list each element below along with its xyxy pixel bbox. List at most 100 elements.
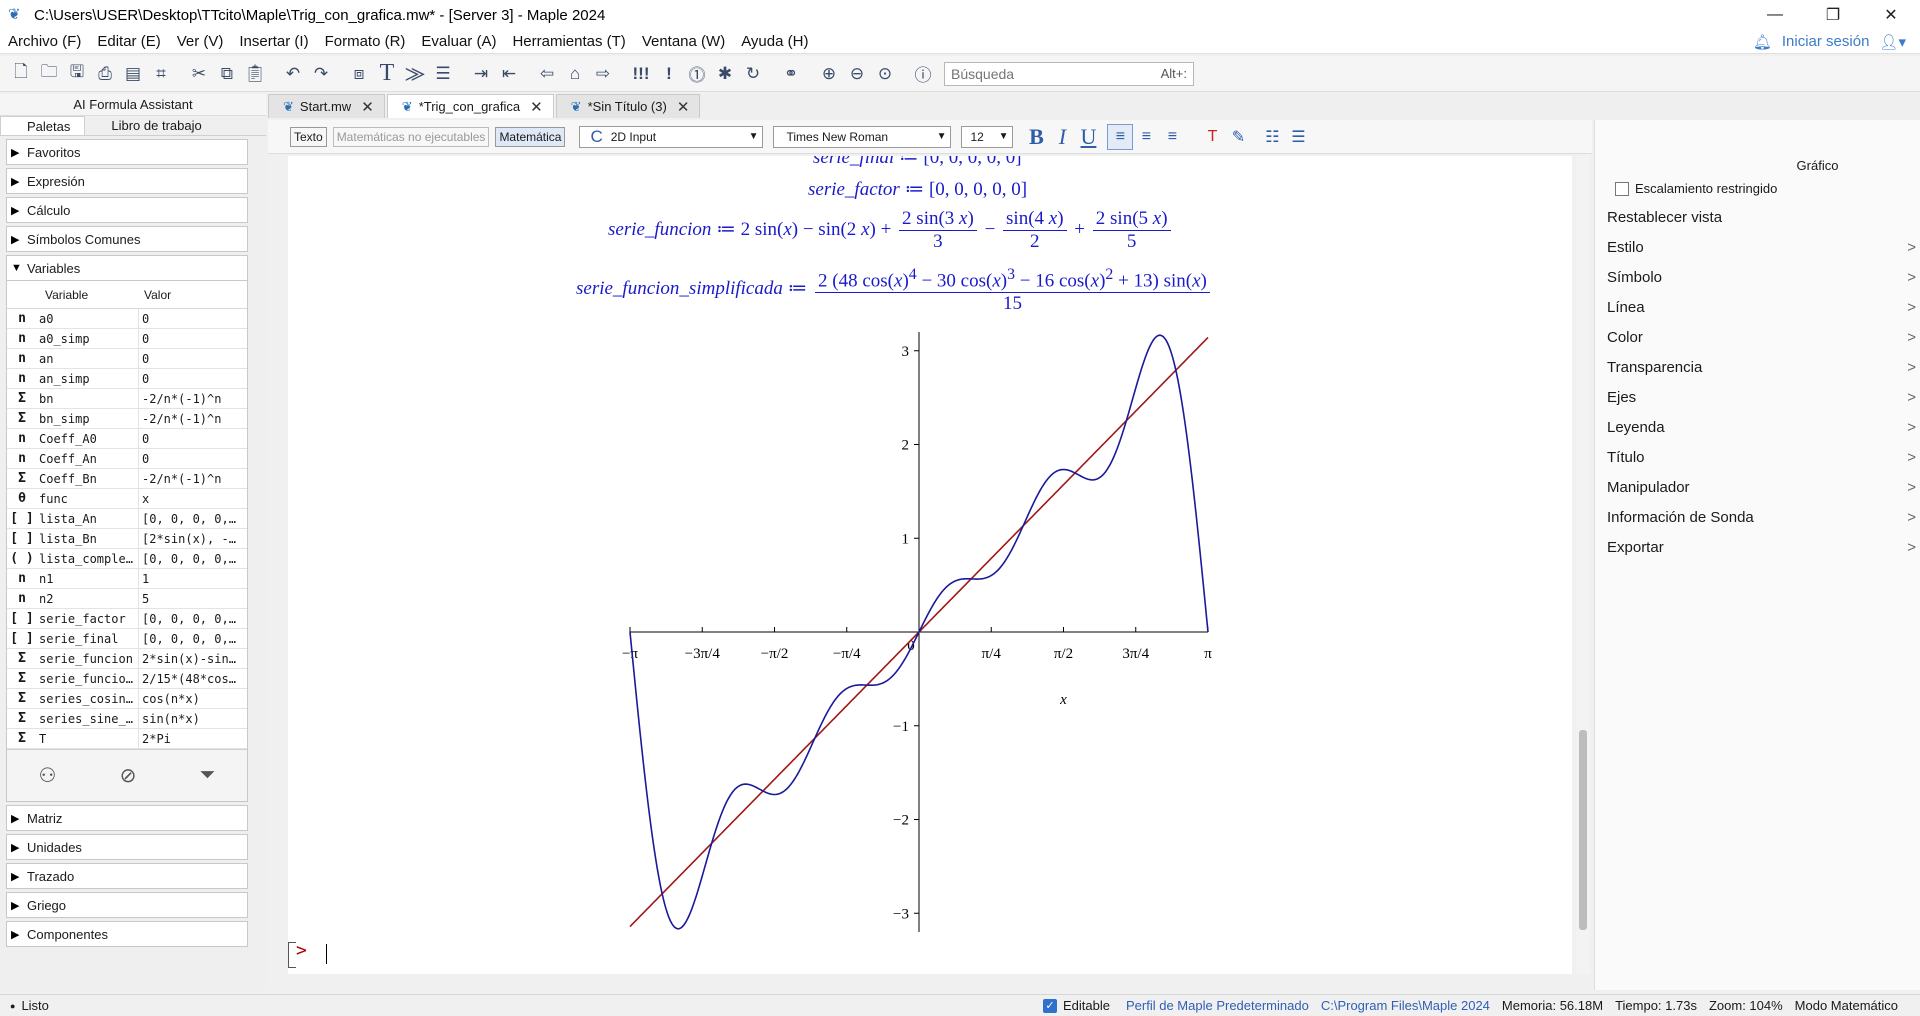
table-row[interactable]: n a0 0	[7, 308, 247, 329]
zoom-fit-icon[interactable]: ⊙	[877, 63, 893, 83]
tab-palettes[interactable]: Paletas	[0, 116, 86, 135]
plot-option-item[interactable]: Color >	[1595, 322, 1920, 352]
table-row[interactable]: ( ) lista_completa[0, 0, 0, 0, 0],...	[7, 548, 247, 569]
search-box[interactable]: Alt+:	[944, 61, 1194, 86]
close-tab-icon[interactable]: ✕	[676, 98, 690, 116]
back-icon[interactable]: ⇦	[539, 63, 555, 83]
table-row[interactable]: n Coeff_An 0	[7, 448, 247, 469]
plot-option-item[interactable]: Título >	[1595, 442, 1920, 472]
redo-icon[interactable]: ↷	[313, 63, 329, 83]
menu-herramientas[interactable]: Herramientas (T)	[512, 33, 626, 50]
menu-editar[interactable]: Editar (E)	[97, 33, 161, 50]
align-center-icon[interactable]: ≡	[1141, 127, 1152, 145]
open-folder-icon[interactable]: 🗀	[40, 62, 58, 81]
palette-header[interactable]: ▶ Griego	[6, 892, 248, 918]
worksheet[interactable]: serie_final ≔ [0, 0, 0, 0, 0] serie_fact…	[288, 156, 1572, 974]
signin-link[interactable]: Iniciar sesión	[1781, 33, 1870, 50]
user-icon[interactable]: 👤︎▾	[1879, 33, 1906, 51]
plot-option-item[interactable]: Leyenda >	[1595, 412, 1920, 442]
ai-formula-assistant[interactable]: AI Formula Assistant	[0, 94, 266, 116]
plot-option-item[interactable]: Símbolo >	[1595, 262, 1920, 292]
menu-ayuda[interactable]: Ayuda (H)	[741, 33, 809, 50]
checkbox-box[interactable]	[1615, 181, 1629, 196]
execute-icon[interactable]: !	[666, 63, 672, 83]
zoom-in-icon[interactable]: ⊕	[821, 63, 837, 83]
font-select[interactable]: Times New Roman ▼	[773, 125, 952, 148]
crop-icon[interactable]: ⌗	[156, 63, 166, 83]
home-icon[interactable]: ⌂	[569, 63, 581, 83]
palette-header[interactable]: ▶ Expresión	[6, 168, 248, 194]
link-icon[interactable]: ⚭	[783, 63, 799, 83]
menu-formato[interactable]: Formato (R)	[324, 33, 406, 50]
table-row[interactable]: [ ] lista_An [0, 0, 0, 0, 0]	[7, 508, 247, 529]
font-size-select[interactable]: 12 ▼	[961, 125, 1014, 148]
plot-option-item[interactable]: Transparencia >	[1595, 352, 1920, 382]
tab-sin-titulo[interactable]: ❦ *Sin Título (3) ✕	[555, 94, 701, 118]
text-mode-button[interactable]: Texto	[290, 126, 327, 147]
menu-archivo[interactable]: Archivo (F)	[8, 33, 82, 50]
math-mode-button[interactable]: Matemática	[495, 126, 566, 147]
close-tab-icon[interactable]: ✕	[530, 98, 543, 116]
menu-evaluar[interactable]: Evaluar (A)	[421, 33, 497, 50]
execution-group-icon[interactable]: ⨠	[405, 63, 425, 83]
profile-link[interactable]: Perfil de Maple Predeterminado	[1126, 998, 1309, 1013]
search-input[interactable]	[951, 65, 1161, 82]
table-row[interactable]: [ ] serie_factor [0, 0, 0, 0, 0]	[7, 608, 247, 629]
plot-option-item[interactable]: Ejes >	[1595, 382, 1920, 412]
worksheet-scrollbar[interactable]	[1576, 156, 1590, 974]
table-row[interactable]: n a0_simp 0	[7, 328, 247, 349]
constrained-scaling-checkbox[interactable]: Escalamiento restringido	[1615, 181, 1920, 196]
palette-header[interactable]: ▶ Cálculo	[6, 197, 248, 223]
col-variable[interactable]: Variable	[45, 287, 89, 302]
minimize-button[interactable]: —	[1767, 6, 1783, 23]
menu-ventana[interactable]: Ventana (W)	[641, 33, 726, 50]
restore-button[interactable]: ❐	[1825, 7, 1841, 24]
plot-option-item[interactable]: Información de Sonda >	[1595, 502, 1920, 532]
close-button[interactable]: ✕	[1884, 7, 1898, 24]
table-row[interactable]: θ func x	[7, 488, 247, 509]
italic-button[interactable]: I	[1058, 123, 1067, 149]
print-preview-icon[interactable]: ▤	[124, 63, 142, 83]
palette-variables[interactable]: ▼ Variables	[6, 255, 248, 281]
outdent-icon[interactable]: ⇤	[501, 63, 517, 83]
command-prompt[interactable]: >	[296, 940, 307, 961]
save-icon[interactable]: 🖫	[69, 62, 85, 81]
numbered-list-icon[interactable]: ☰	[1291, 128, 1306, 146]
align-left-icon[interactable]: ≡	[1107, 123, 1134, 150]
editable-checkbox[interactable]: ✓	[1043, 998, 1058, 1013]
paste-icon[interactable]: 📋︎	[244, 63, 266, 83]
tab-workbook[interactable]: Libro de trabajo	[111, 118, 202, 133]
table-row[interactable]: n Coeff_A0 0	[7, 428, 247, 449]
palette-header[interactable]: ▶ Matriz	[6, 805, 248, 831]
plot-2d[interactable]: −π −3π/4 −π/2 −π/4 π/4 π/2 3π/4 π 0 −3 −2 −1 1 2 3 x	[608, 322, 1248, 942]
table-row[interactable]: Σ Coeff_Bn -2/n*(-1)^n	[7, 468, 247, 489]
execute-all-icon[interactable]: !!!	[632, 63, 650, 83]
glasses-icon[interactable]: ⚇	[38, 765, 57, 787]
palette-header[interactable]: ▶ Símbolos Comunes	[6, 226, 248, 252]
bell-icon[interactable]: 🔔︎	[1752, 33, 1772, 51]
input-style-select[interactable]: C 2D Input ▼	[579, 125, 764, 148]
math-region-icon[interactable]: ⧈	[353, 63, 365, 83]
print-icon[interactable]: ⎙	[98, 63, 112, 83]
menu-insertar[interactable]: Insertar (I)	[239, 33, 309, 50]
section-icon[interactable]: ☰	[435, 63, 451, 83]
palette-header[interactable]: ▶ Unidades	[6, 834, 248, 860]
table-row[interactable]: [ ] lista_Bn [2*sin(x), -sin...	[7, 528, 247, 549]
plot-option-item[interactable]: Manipulador >	[1595, 472, 1920, 502]
reset-view-button[interactable]: Restablecer vista	[1595, 202, 1920, 232]
filter-icon[interactable]: ⏷	[199, 764, 216, 786]
zoom-out-icon[interactable]: ⊖	[849, 63, 865, 83]
palette-header[interactable]: ▶ Favoritos	[6, 139, 248, 165]
hide-eye-icon[interactable]: ⊘	[119, 765, 137, 787]
debug-icon[interactable]: ✱	[717, 63, 733, 83]
bold-button[interactable]: B	[1029, 123, 1044, 149]
nonexec-math-button[interactable]: Matemáticas no ejecutables	[332, 126, 490, 147]
close-tab-icon[interactable]: ✕	[361, 98, 374, 116]
text-color-icon[interactable]: T	[1207, 127, 1218, 145]
new-document-icon[interactable]: 🗋	[14, 62, 28, 81]
restart-icon[interactable]: ↻	[745, 63, 761, 83]
